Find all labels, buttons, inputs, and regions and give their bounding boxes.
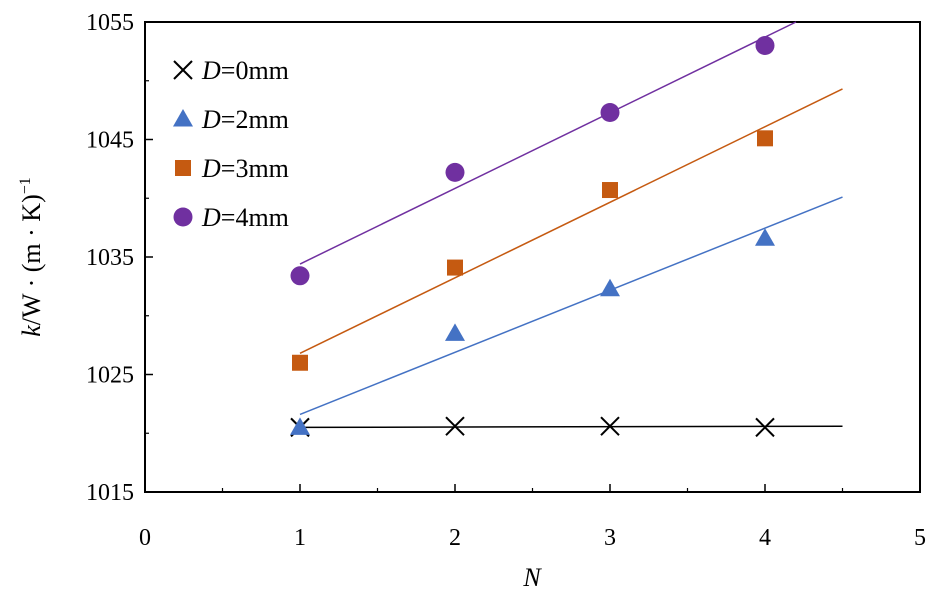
legend-marker [173, 207, 193, 227]
y-tick-label: 1015 [86, 480, 134, 506]
y-axis-title-var: k [17, 325, 46, 337]
y-tick-labels: 1015 1025 1035 1045 1055 [86, 10, 134, 506]
data-point [600, 102, 620, 122]
axis-ticks [144, 21, 921, 493]
data-point [290, 266, 310, 286]
x-tick-label: 3 [604, 525, 616, 551]
data-point [600, 416, 620, 436]
data-point [290, 417, 310, 435]
data-point [445, 416, 465, 436]
x-tick-label: 2 [449, 525, 461, 551]
y-axis-title: k/W · (m · K)−1 [17, 177, 46, 337]
data-point [755, 417, 775, 438]
data-point [445, 162, 465, 182]
data-point [757, 130, 773, 147]
y-tick-label: 1035 [86, 245, 134, 271]
fit-line [299, 21, 797, 265]
legend: D=0mm D=2mm D=3mm D=4mm [173, 56, 289, 232]
data-points [290, 36, 775, 438]
legend-entry-label: D=4mm [201, 203, 289, 232]
y-tick-label: 1025 [86, 363, 134, 389]
x-axis-title: N [522, 563, 542, 592]
y-axis-title-unit: /W · (m · K) [17, 194, 46, 325]
legend-marker [173, 109, 193, 127]
y-axis-title-exponent: −1 [17, 177, 34, 194]
legend-marker [175, 160, 191, 176]
data-point [447, 259, 463, 276]
x-tick-label: 4 [759, 525, 771, 551]
y-tick-label: 1045 [86, 128, 134, 154]
x-tick-label: 1 [294, 525, 306, 551]
plot-frame [144, 21, 921, 493]
fit-line [299, 88, 843, 355]
data-point [292, 354, 308, 371]
fit-line [299, 425, 843, 429]
x-tick-label: 5 [914, 525, 926, 551]
legend-marker [173, 60, 193, 80]
data-point [602, 182, 618, 199]
x-tick-labels: 0 1 2 3 4 5 [139, 525, 926, 551]
legend-entry-label: D=0mm [201, 56, 289, 85]
data-point [445, 323, 465, 341]
x-tick-label: 0 [139, 525, 151, 551]
data-point [755, 228, 775, 246]
legend-entry-label: D=3mm [201, 154, 289, 183]
data-point [755, 36, 775, 55]
y-tick-label: 1055 [86, 10, 134, 36]
fit-line [299, 196, 843, 416]
data-point [600, 278, 620, 297]
legend-entry-label: D=2mm [201, 105, 289, 134]
fit-lines [299, 21, 843, 429]
